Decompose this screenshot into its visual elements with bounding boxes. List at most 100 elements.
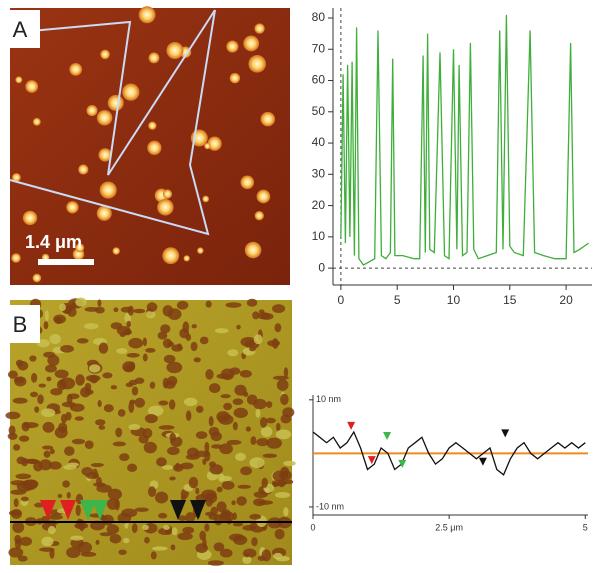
pit: [271, 479, 287, 487]
pit: [128, 361, 136, 371]
particle: [112, 247, 120, 255]
pit: [101, 514, 114, 526]
particle: [138, 6, 156, 24]
pit: [43, 450, 51, 458]
pit: [150, 551, 157, 560]
pit: [133, 308, 146, 314]
pit: [267, 339, 280, 347]
pit: [76, 518, 83, 529]
pit: [98, 342, 109, 354]
pit: [195, 431, 208, 439]
pit: [10, 489, 27, 495]
pit: [283, 460, 296, 467]
pit: [232, 398, 244, 406]
pit: [202, 537, 207, 549]
profile-marker: [501, 429, 510, 438]
particle: [25, 80, 39, 93]
pit: [274, 492, 291, 498]
pit: [232, 522, 244, 527]
y-tick-label: 20: [312, 198, 326, 212]
profile-path: [9, 9, 216, 236]
pit: [260, 426, 273, 438]
panel-label: A: [13, 17, 28, 42]
x-tick-label: 0: [310, 522, 315, 532]
pit: [128, 337, 144, 349]
pit: [77, 541, 93, 554]
pit: [15, 473, 32, 480]
pit: [144, 536, 150, 544]
particle: [32, 273, 42, 283]
pit: [266, 437, 282, 449]
pit: [156, 457, 167, 467]
pit: [84, 440, 94, 450]
pit: [102, 372, 113, 379]
pit: [90, 520, 105, 531]
particle: [226, 40, 239, 53]
pit: [75, 297, 87, 307]
particle: [122, 83, 140, 101]
pit: [253, 334, 263, 345]
pit: [216, 411, 230, 423]
pit: [29, 355, 37, 362]
pit: [171, 344, 183, 352]
pit: [274, 323, 282, 333]
particle: [96, 205, 112, 221]
particle: [183, 255, 190, 262]
pit: [147, 405, 164, 417]
particle: [229, 72, 241, 84]
pit: [188, 476, 199, 489]
pit: [223, 402, 232, 411]
pit: [240, 337, 257, 347]
pit: [204, 523, 210, 532]
pit: [106, 524, 120, 535]
pit: [214, 328, 229, 334]
profile-marker: [398, 459, 407, 468]
pit: [221, 480, 235, 490]
pit: [47, 514, 63, 520]
charts: 0 10 20 30 40 50 60 70 80 0 5 10 15 20 10 nm -10 nm 0 2.5…: [309, 8, 592, 532]
pit: [283, 479, 294, 485]
pit: [7, 432, 18, 440]
pit: [37, 394, 44, 405]
pit: [166, 361, 183, 374]
x-tick-label: 20: [559, 293, 573, 307]
pit: [134, 507, 149, 512]
pit: [185, 512, 195, 523]
pit: [131, 523, 138, 534]
pit: [213, 542, 225, 552]
pit: [126, 352, 140, 358]
pit: [5, 411, 21, 420]
pit: [14, 538, 22, 550]
pit: [131, 386, 139, 396]
particle: [202, 195, 210, 203]
pit: [112, 441, 126, 447]
pit: [218, 473, 225, 483]
pit: [49, 333, 61, 345]
pit: [50, 388, 63, 396]
particle: [243, 35, 260, 52]
pit: [9, 510, 22, 517]
particle: [96, 109, 113, 126]
particle: [32, 117, 41, 126]
pit: [75, 504, 81, 517]
pit: [205, 496, 214, 507]
pit: [54, 426, 68, 439]
pit: [162, 338, 172, 349]
pit: [42, 421, 55, 433]
pit: [219, 443, 233, 455]
panel-label: B: [13, 312, 28, 337]
pit: [179, 328, 190, 339]
pit: [253, 398, 267, 410]
pit: [48, 461, 62, 470]
pit: [66, 546, 81, 559]
pit: [219, 548, 233, 558]
pit: [99, 532, 113, 537]
particle: [107, 94, 124, 111]
pit: [97, 400, 102, 408]
pit: [176, 300, 189, 310]
particle: [248, 55, 267, 73]
scale-bar: [38, 259, 94, 265]
pit: [31, 372, 38, 383]
pit: [158, 400, 169, 406]
y-tick-label: 30: [312, 166, 326, 180]
